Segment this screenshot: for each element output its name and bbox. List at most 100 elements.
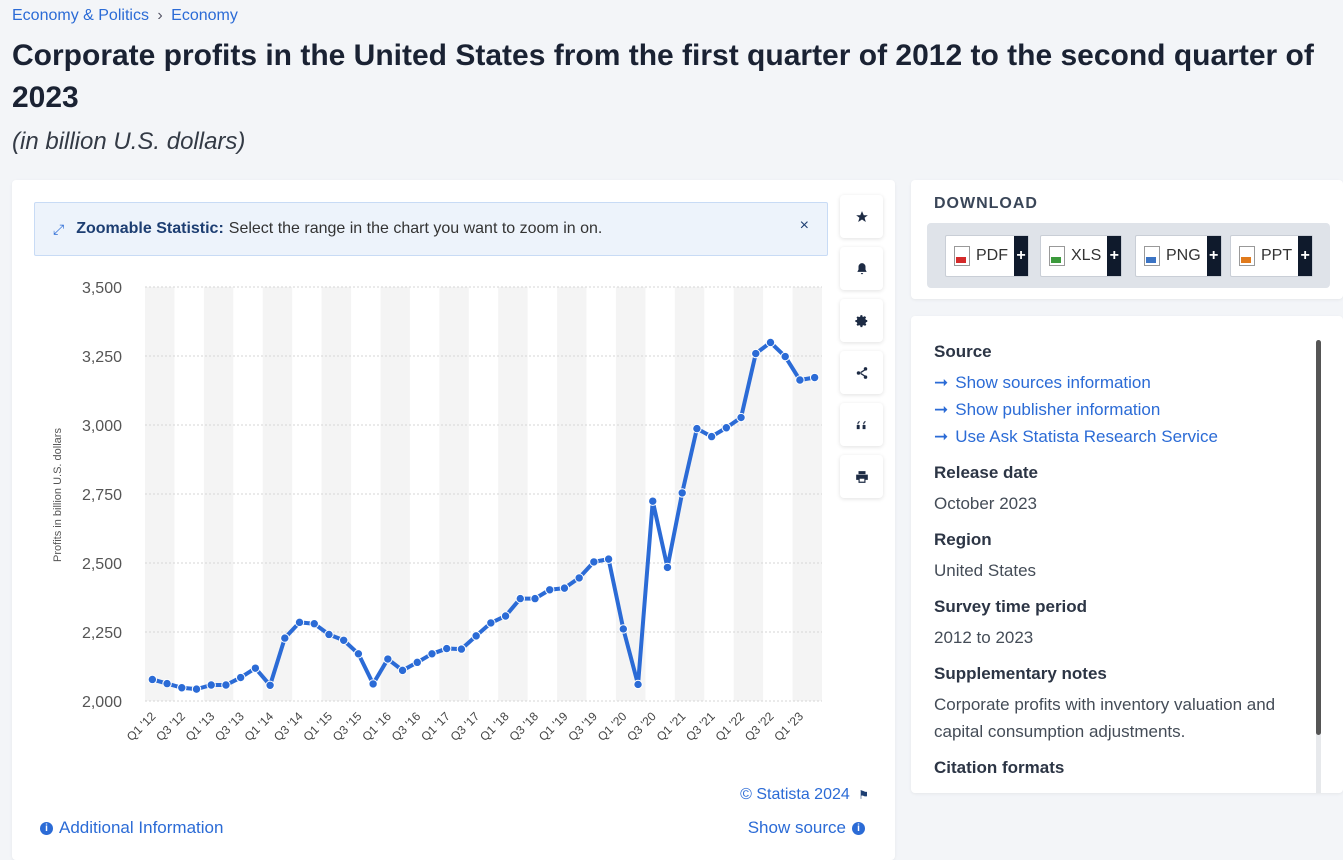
y-axis-title: Profits in billion U.S. dollars (52, 428, 64, 562)
data-point (427, 649, 437, 659)
chart-copyright[interactable]: © Statista 2024 ⚑ (740, 786, 869, 804)
download-xls-label: XLS (1071, 247, 1102, 264)
data-point (294, 617, 305, 628)
data-point (147, 674, 158, 685)
line-chart[interactable]: 2,000 2,250 2,500 2,750 3,000 3,250 3,500 Profi… (12, 180, 842, 780)
quote-icon (856, 420, 865, 429)
metadata-card: Source ➞ Show sources information ➞ Show p… (911, 316, 1343, 793)
region-heading: Region (934, 530, 992, 549)
data-point (780, 351, 790, 362)
print-button[interactable] (840, 455, 883, 498)
expand-icon: ⤢ (53, 220, 65, 237)
data-point (692, 423, 702, 434)
share-icon (856, 366, 867, 379)
download-xls-button[interactable]: XLS + (1040, 235, 1123, 277)
x-tick-label: Q1 '13 (183, 709, 218, 744)
info-icon: i (40, 821, 53, 835)
additional-info-label: Additional Information (59, 818, 224, 837)
breadcrumb-separator: › (157, 7, 163, 24)
data-point (589, 557, 599, 567)
download-png-label: PNG (1166, 247, 1201, 264)
favorite-button[interactable] (840, 195, 883, 238)
download-png-button[interactable]: PNG + (1135, 235, 1222, 277)
notes-value: Corporate profits with inventory valuati… (934, 695, 1276, 741)
citation-heading[interactable]: Citation formats (934, 758, 1065, 777)
xls-file-icon (1049, 246, 1065, 266)
show-publisher-label: Show publisher information (955, 400, 1161, 419)
bell-icon (856, 262, 867, 274)
x-tick-label: Q1 '14 (242, 709, 277, 744)
additional-info-link[interactable]: i Additional Information (34, 818, 223, 838)
data-point (280, 633, 290, 643)
scrollbar-thumb[interactable] (1316, 340, 1321, 735)
data-point (265, 680, 275, 690)
data-point (751, 348, 761, 359)
ask-statista-label: Use Ask Statista Research Service (955, 427, 1218, 446)
data-point (235, 672, 246, 683)
data-point (162, 678, 172, 689)
settings-button[interactable] (840, 299, 883, 342)
plus-icon: + (1107, 236, 1122, 276)
x-tick-label: Q3 '12 (153, 709, 188, 744)
x-tick-label: Q1 '12 (124, 709, 159, 744)
download-pdf-button[interactable]: PDF + (945, 235, 1029, 277)
cite-button[interactable] (840, 403, 883, 446)
download-ppt-button[interactable]: PPT + (1230, 235, 1314, 277)
data-point (500, 611, 511, 621)
data-point (603, 554, 614, 564)
download-card: DOWNLOAD PDF + XLS + PNG + PPT + (911, 180, 1343, 299)
data-point (795, 375, 805, 385)
star-icon (855, 210, 868, 222)
data-point (442, 643, 452, 654)
notification-button[interactable] (840, 247, 883, 290)
close-icon[interactable]: × (799, 217, 809, 234)
x-tick-label: Q1 '23 (771, 709, 806, 744)
x-tick-label: Q3 '16 (389, 709, 424, 744)
download-pdf-label: PDF (976, 247, 1008, 264)
x-tick-label: Q1 '19 (536, 709, 571, 744)
breadcrumb-parent[interactable]: Economy & Politics (12, 7, 149, 24)
arrow-right-icon: ➞ (934, 427, 949, 446)
download-ppt-label: PPT (1261, 247, 1293, 264)
data-point (412, 657, 422, 668)
source-heading: Source (934, 342, 992, 361)
x-tick-label: Q3 '14 (271, 709, 306, 744)
plus-icon: + (1298, 236, 1313, 276)
flag-icon: ⚑ (858, 788, 869, 802)
page-title: Corporate profits in the United States f… (12, 39, 1314, 114)
data-point (353, 649, 364, 659)
data-point (515, 593, 525, 604)
data-point (368, 679, 378, 689)
show-source-link[interactable]: Show source i (748, 818, 871, 838)
y-tick-label: 3,000 (82, 418, 122, 435)
y-tick-label: 2,750 (82, 487, 122, 504)
data-point (471, 631, 481, 641)
x-tick-label: Q1 '18 (477, 709, 512, 744)
scrollbar[interactable] (1316, 340, 1321, 793)
y-tick-label: 3,500 (82, 280, 122, 297)
period-value: 2012 to 2023 (934, 628, 1034, 647)
download-title: DOWNLOAD (934, 195, 1038, 212)
show-sources-link[interactable]: ➞ Show sources information (934, 369, 1314, 396)
data-point (721, 423, 732, 433)
ppt-file-icon (1239, 246, 1255, 266)
x-tick-label: Q3 '19 (565, 709, 600, 744)
data-point (486, 618, 496, 628)
page-subtitle: (in billion U.S. dollars) (12, 128, 246, 155)
data-point (545, 585, 555, 595)
data-point (648, 496, 658, 506)
x-tick-label: Q3 '21 (683, 709, 718, 744)
release-value: October 2023 (934, 494, 1038, 513)
plus-icon: + (1014, 236, 1028, 276)
zoom-banner-label: Zoomable Statistic: (76, 220, 224, 237)
show-sources-label: Show sources information (955, 373, 1151, 392)
data-point (309, 619, 319, 629)
x-tick-label: Q3 '15 (330, 709, 365, 744)
show-publisher-link[interactable]: ➞ Show publisher information (934, 396, 1314, 423)
data-point (662, 562, 673, 573)
data-point (633, 679, 643, 690)
ask-statista-link[interactable]: ➞ Use Ask Statista Research Service (934, 423, 1314, 450)
share-button[interactable] (840, 351, 883, 394)
breadcrumb-current[interactable]: Economy (171, 7, 238, 24)
region-value: United States (934, 561, 1037, 580)
